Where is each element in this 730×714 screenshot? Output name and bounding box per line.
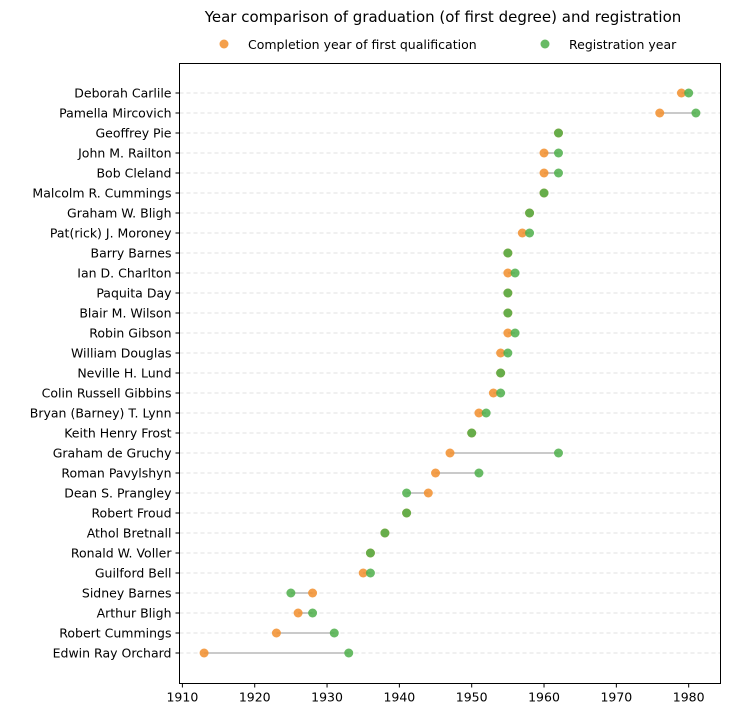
completion-point (271, 628, 281, 638)
y-tick-label: John M. Railton (77, 146, 171, 161)
registration-point (525, 208, 535, 218)
y-tick-label: Edwin Ray Orchard (53, 646, 172, 661)
y-tick-label: Graham W. Bligh (67, 206, 171, 221)
y-tick-label: Graham de Gruchy (53, 446, 172, 461)
x-tick-label: 1920 (239, 690, 271, 705)
y-tick-label: Guilford Bell (95, 566, 172, 581)
y-tick-label: Ronald W. Voller (71, 546, 172, 561)
registration-point (329, 628, 339, 638)
x-axis: 1910 1920 1930 1940 1950 1960 1970 1980 (166, 683, 705, 705)
completion-point (503, 328, 513, 338)
y-tick-label: Dean S. Prangley (64, 486, 172, 501)
registration-point (503, 308, 513, 318)
registration-point (525, 228, 535, 238)
x-tick-label: 1940 (383, 690, 415, 705)
completion-point (655, 108, 665, 118)
completion-point (358, 568, 368, 578)
y-tick-label: Paquita Day (96, 286, 172, 301)
registration-point (553, 148, 563, 158)
registration-point (365, 548, 375, 558)
y-tick-label: Deborah Carlile (74, 86, 172, 101)
y-tick-label: Ian D. Charlton (77, 266, 171, 281)
registration-point (286, 588, 296, 598)
x-tick-label: 1930 (311, 690, 343, 705)
completion-point (293, 608, 303, 618)
y-tick-label: Robert Froud (91, 506, 171, 521)
legend-label-registration: Registration year (569, 37, 677, 52)
completion-point (496, 348, 506, 358)
registration-point (467, 428, 477, 438)
registration-point (496, 388, 506, 398)
registration-point (380, 528, 390, 538)
x-tick-label: 1980 (673, 690, 705, 705)
y-axis-labels: Deborah Carlile Pamella Mircovich Geoffrey… (30, 86, 180, 661)
registration-point (684, 88, 694, 98)
registration-point (503, 288, 513, 298)
registration-point (553, 448, 563, 458)
registration-point (539, 188, 549, 198)
registration-point (308, 608, 318, 618)
y-tick-label: Robin Gibson (89, 326, 171, 341)
legend-label-completion: Completion year of first qualification (248, 37, 477, 52)
registration-point (503, 248, 513, 258)
completion-point (503, 268, 513, 278)
plot-frame (179, 63, 721, 684)
y-tick-label: Athol Bretnall (87, 526, 172, 541)
data-points (199, 88, 701, 658)
x-tick-label: 1910 (166, 690, 198, 705)
y-tick-label: Bob Cleland (96, 166, 171, 181)
gridlines (179, 92, 721, 654)
y-tick-label: Keith Henry Frost (64, 426, 171, 441)
x-tick-label: 1970 (600, 690, 632, 705)
x-tick-label: 1960 (528, 690, 560, 705)
completion-point (445, 448, 455, 458)
registration-point (365, 568, 375, 578)
registration-point (474, 468, 484, 478)
completion-point (423, 488, 433, 498)
registration-point (553, 128, 563, 138)
registration-point (344, 648, 354, 658)
legend: Completion year of first qualification R… (219, 37, 677, 52)
y-tick-label: Barry Barnes (91, 246, 172, 261)
y-tick-label: Neville H. Lund (77, 366, 171, 381)
legend-marker-registration (540, 39, 550, 49)
y-tick-label: Blair M. Wilson (79, 306, 171, 321)
y-tick-label: Robert Cummings (59, 626, 171, 641)
registration-point (691, 108, 701, 118)
registration-point (402, 508, 412, 518)
y-tick-label: Roman Pavylshyn (61, 466, 171, 481)
y-tick-label: Bryan (Barney) T. Lynn (30, 406, 172, 421)
legend-marker-completion (219, 39, 229, 49)
completion-point (539, 168, 549, 178)
completion-point (517, 228, 527, 238)
registration-point (402, 488, 412, 498)
completion-point (199, 648, 209, 658)
y-tick-label: Pamella Mircovich (59, 106, 171, 121)
completion-point (431, 468, 441, 478)
registration-point (553, 168, 563, 178)
chart-title: Year comparison of graduation (of first … (204, 8, 682, 26)
completion-point (676, 88, 686, 98)
y-tick-label: Malcolm R. Cummings (32, 186, 171, 201)
registration-point (510, 328, 520, 338)
completion-point (488, 388, 498, 398)
y-tick-label: Colin Russell Gibbins (42, 386, 172, 401)
registration-point (481, 408, 491, 418)
registration-point (510, 268, 520, 278)
registration-point (503, 348, 513, 358)
x-tick-label: 1950 (456, 690, 488, 705)
y-tick-label: William Douglas (71, 346, 172, 361)
y-tick-label: Arthur Bligh (97, 606, 172, 621)
y-tick-label: Sidney Barnes (82, 586, 172, 601)
y-tick-label: Pat(rick) J. Moroney (50, 226, 172, 241)
y-tick-label: Geoffrey Pie (96, 126, 172, 141)
completion-point (308, 588, 318, 598)
registration-point (496, 368, 506, 378)
completion-point (474, 408, 484, 418)
completion-point (539, 148, 549, 158)
